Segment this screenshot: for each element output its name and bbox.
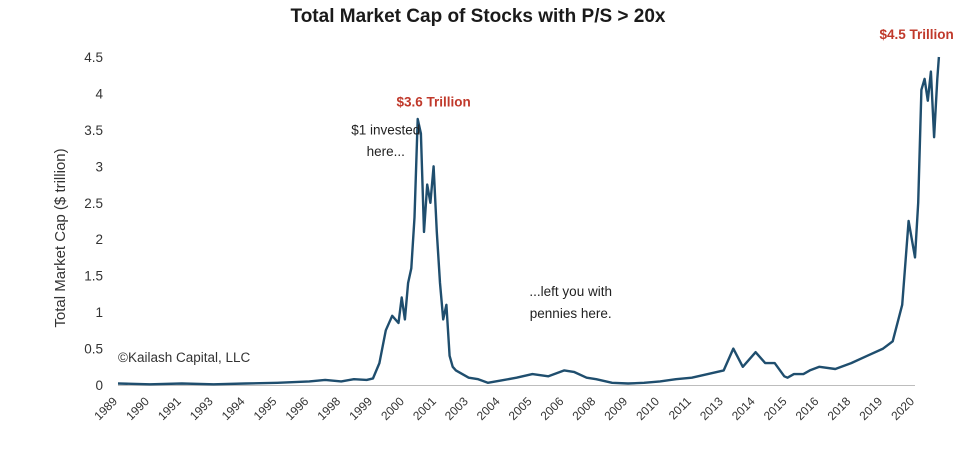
series-line: [117, 56, 941, 386]
chart-title: Total Market Cap of Stocks with P/S > 20…: [291, 6, 666, 27]
y-tick-label-6: 3: [95, 159, 103, 174]
x-tick-label-13: 2005: [506, 394, 535, 423]
x-tick-label-21: 2015: [761, 394, 790, 423]
credit-label: ©Kailash Capital, LLC: [118, 350, 251, 365]
x-tick-label-3: 1993: [187, 394, 216, 423]
x-tick-label-18: 2011: [666, 394, 694, 422]
x-tick-label-9: 2000: [378, 394, 407, 423]
x-tick-label-2: 1991: [155, 394, 184, 423]
y-tick-label-7: 3.5: [84, 123, 103, 138]
x-tick-label-6: 1996: [283, 394, 312, 423]
y-tick-label-8: 4: [95, 86, 103, 101]
x-tick-label-15: 2008: [570, 394, 599, 423]
y-axis-label: Total Market Cap ($ trillion): [52, 148, 69, 327]
x-tick-label-11: 2003: [442, 394, 471, 423]
x-tick-label-16: 2009: [601, 394, 630, 423]
x-tick-label-19: 2013: [697, 394, 726, 423]
y-tick-label-4: 2: [95, 232, 103, 247]
y-tick-label-1: 0.5: [84, 342, 103, 357]
x-tick-label-10: 2001: [410, 394, 439, 423]
annotation-1: $1 invested: [351, 122, 420, 137]
x-tick-label-12: 2004: [474, 394, 503, 423]
x-tick-label-4: 1994: [219, 394, 248, 423]
annotations: $3.6 Trillion $1 invested here... ...left y…: [351, 27, 953, 321]
annotation-0: $3.6 Trillion: [396, 95, 470, 110]
annotation-5: $4.5 Trillion: [879, 27, 953, 42]
x-tick-label-5: 1995: [251, 394, 280, 423]
x-tick-label-7: 1998: [314, 394, 343, 423]
x-tick-label-25: 2020: [888, 394, 917, 423]
x-tick-label-20: 2014: [729, 394, 758, 423]
y-tick-label-2: 1: [95, 305, 103, 320]
y-tick-label-5: 2.5: [84, 196, 103, 211]
x-tick-label-14: 2006: [538, 394, 567, 423]
x-tick-label-22: 2016: [793, 394, 822, 423]
x-tick-label-24: 2019: [856, 394, 885, 423]
x-tick-labels: 1989 1990 1991 1993 1994 1995 1996 1998 1999 2000…: [91, 394, 917, 423]
annotation-4: pennies here.: [530, 306, 612, 321]
x-tick-label-0: 1989: [91, 394, 120, 423]
x-tick-label-8: 1999: [346, 394, 375, 423]
x-tick-label-23: 2018: [825, 394, 854, 423]
annotation-3: ...left you with: [529, 284, 612, 299]
x-tick-label-1: 1990: [123, 394, 152, 423]
y-tick-label-9: 4.5: [84, 50, 103, 65]
y-tick-label-3: 1.5: [84, 269, 103, 284]
annotation-2: here...: [367, 144, 405, 159]
y-tick-labels: 0 0.5 1 1.5 2 2.5 3 3.5 4 4.5: [84, 50, 103, 393]
y-tick-label-0: 0: [95, 378, 103, 393]
x-tick-label-17: 2010: [633, 394, 662, 423]
